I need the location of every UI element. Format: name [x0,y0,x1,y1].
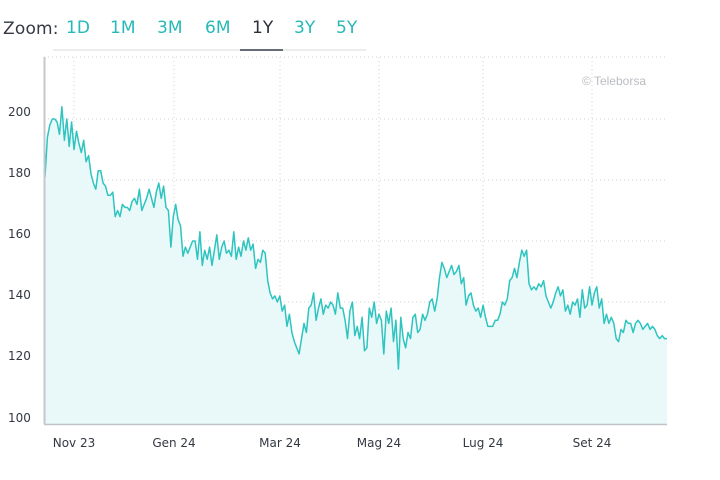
svg-text:Nov 23: Nov 23 [53,436,96,450]
svg-text:Set 24: Set 24 [573,436,612,450]
zoom-5y-button[interactable]: 5Y [336,18,358,38]
svg-text:Mag 24: Mag 24 [357,436,401,450]
svg-text:Mar 24: Mar 24 [259,436,301,450]
svg-text:160: 160 [8,227,31,241]
svg-text:140: 140 [8,288,31,302]
zoom-3y-button[interactable]: 3Y [294,18,316,38]
zoom-1y-button[interactable]: 1Y [252,18,274,38]
svg-text:200: 200 [8,105,31,119]
x-axis-ticks: Nov 23 Gen 24 Mar 24 Mag 24 Lug 24 Set 24 [53,436,612,450]
y-axis-ticks: 100 120 140 160 180 200 [8,105,31,425]
zoom-1d-button[interactable]: 1D [66,18,90,38]
zoom-6m-button[interactable]: 6M [205,18,231,38]
svg-text:Gen 24: Gen 24 [152,436,195,450]
svg-text:180: 180 [8,166,31,180]
zoom-1m-button[interactable]: 1M [110,18,136,38]
svg-text:120: 120 [8,349,31,363]
svg-text:100: 100 [8,411,31,425]
zoom-3m-button[interactable]: 3M [157,18,183,38]
price-area [45,106,667,425]
price-line [44,106,667,370]
zoom-label: Zoom: [3,19,59,39]
zoom-separator [53,49,366,51]
credit-text: © Teleborsa [582,74,646,88]
svg-text:Lug 24: Lug 24 [463,436,504,450]
zoom-active-indicator [240,49,283,51]
